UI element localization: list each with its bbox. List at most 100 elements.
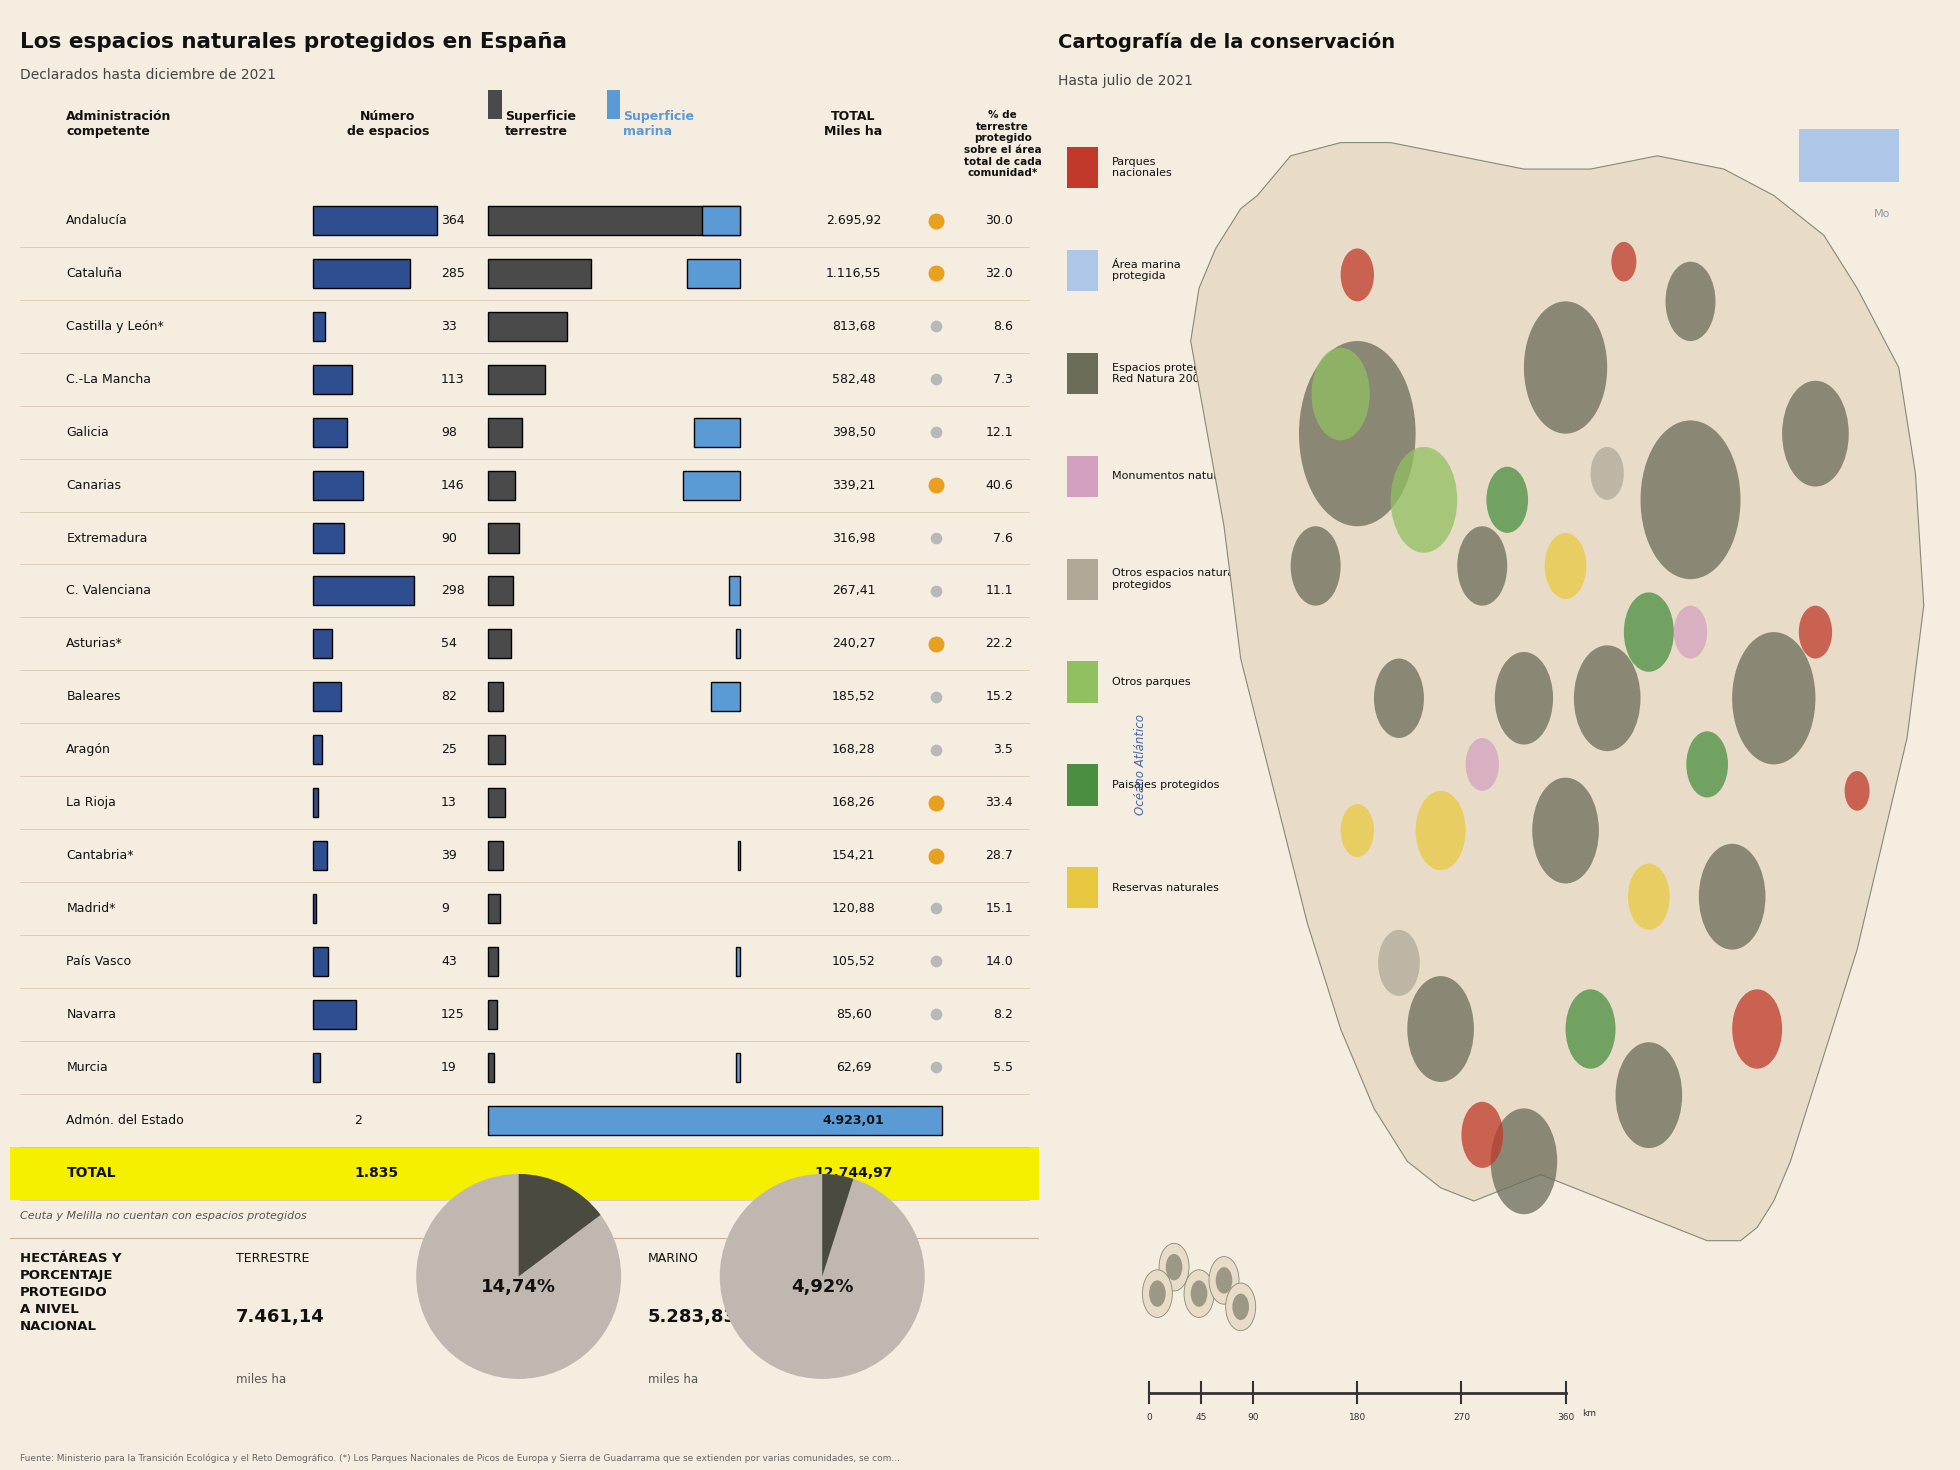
Circle shape bbox=[1378, 929, 1419, 997]
Text: 33: 33 bbox=[441, 320, 457, 332]
FancyBboxPatch shape bbox=[10, 723, 1039, 776]
Text: Asturias*: Asturias* bbox=[67, 638, 123, 650]
Point bbox=[921, 844, 953, 867]
FancyBboxPatch shape bbox=[488, 417, 521, 447]
Circle shape bbox=[1733, 989, 1782, 1069]
Point bbox=[921, 1003, 953, 1026]
Text: Baleares: Baleares bbox=[67, 691, 122, 703]
Circle shape bbox=[1225, 1283, 1256, 1330]
FancyBboxPatch shape bbox=[488, 788, 504, 817]
Text: Océano Atlántico: Océano Atlántico bbox=[1135, 714, 1147, 814]
Text: Parques
nacionales: Parques nacionales bbox=[1111, 157, 1172, 178]
Wedge shape bbox=[519, 1175, 600, 1276]
FancyBboxPatch shape bbox=[488, 629, 512, 659]
Text: C. Valenciana: C. Valenciana bbox=[67, 585, 151, 597]
FancyBboxPatch shape bbox=[488, 576, 514, 606]
FancyBboxPatch shape bbox=[1066, 764, 1098, 806]
Text: Paisajes protegidos: Paisajes protegidos bbox=[1111, 781, 1219, 789]
FancyBboxPatch shape bbox=[10, 617, 1039, 670]
FancyBboxPatch shape bbox=[608, 90, 619, 119]
Circle shape bbox=[1299, 341, 1415, 526]
Point bbox=[921, 579, 953, 603]
Circle shape bbox=[1782, 381, 1848, 487]
FancyBboxPatch shape bbox=[10, 406, 1039, 459]
Circle shape bbox=[1566, 989, 1615, 1069]
FancyBboxPatch shape bbox=[488, 947, 498, 976]
Circle shape bbox=[1192, 1280, 1207, 1307]
Circle shape bbox=[1699, 844, 1766, 950]
FancyBboxPatch shape bbox=[1066, 867, 1098, 908]
Circle shape bbox=[1143, 1270, 1172, 1317]
Text: 62,69: 62,69 bbox=[835, 1061, 872, 1073]
Point bbox=[921, 262, 953, 285]
Circle shape bbox=[1611, 241, 1637, 282]
FancyBboxPatch shape bbox=[314, 735, 321, 764]
Point bbox=[921, 632, 953, 656]
Circle shape bbox=[1149, 1280, 1166, 1307]
FancyBboxPatch shape bbox=[314, 947, 327, 976]
FancyBboxPatch shape bbox=[10, 1041, 1039, 1094]
Text: 12.1: 12.1 bbox=[986, 426, 1013, 438]
FancyBboxPatch shape bbox=[10, 776, 1039, 829]
Text: 3.5: 3.5 bbox=[994, 744, 1013, 756]
Text: 39: 39 bbox=[441, 850, 457, 861]
Point bbox=[921, 473, 953, 497]
Text: 11.1: 11.1 bbox=[986, 585, 1013, 597]
FancyBboxPatch shape bbox=[1799, 129, 1899, 182]
Text: 285: 285 bbox=[441, 268, 465, 279]
Text: 45: 45 bbox=[1196, 1413, 1207, 1421]
FancyBboxPatch shape bbox=[10, 512, 1039, 564]
Text: Fuente: Ministerio para la Transición Ecológica y el Reto Demográfico. (*) Los P: Fuente: Ministerio para la Transición Ec… bbox=[20, 1454, 900, 1463]
Text: 14.0: 14.0 bbox=[986, 956, 1013, 967]
FancyBboxPatch shape bbox=[488, 841, 504, 870]
Text: Cartografía de la conservación: Cartografía de la conservación bbox=[1058, 32, 1396, 53]
Text: 15.2: 15.2 bbox=[986, 691, 1013, 703]
Text: 28.7: 28.7 bbox=[986, 850, 1013, 861]
Text: Administración
competente: Administración competente bbox=[67, 110, 172, 138]
Point bbox=[921, 950, 953, 973]
FancyBboxPatch shape bbox=[488, 1000, 496, 1029]
FancyBboxPatch shape bbox=[314, 1053, 319, 1082]
Text: 398,50: 398,50 bbox=[831, 426, 876, 438]
Point bbox=[921, 897, 953, 920]
Text: C.-La Mancha: C.-La Mancha bbox=[67, 373, 151, 385]
Text: 8.6: 8.6 bbox=[994, 320, 1013, 332]
FancyBboxPatch shape bbox=[1066, 456, 1098, 497]
FancyBboxPatch shape bbox=[488, 894, 500, 923]
FancyBboxPatch shape bbox=[10, 459, 1039, 512]
FancyBboxPatch shape bbox=[10, 564, 1039, 617]
Text: Otros espacios naturales
protegidos: Otros espacios naturales protegidos bbox=[1111, 569, 1250, 589]
Text: 113: 113 bbox=[441, 373, 465, 385]
Text: 25: 25 bbox=[441, 744, 457, 756]
Text: 40.6: 40.6 bbox=[986, 479, 1013, 491]
FancyBboxPatch shape bbox=[314, 629, 331, 659]
FancyBboxPatch shape bbox=[10, 935, 1039, 988]
Text: Aragón: Aragón bbox=[67, 744, 112, 756]
Point bbox=[921, 420, 953, 444]
Text: 7.461,14: 7.461,14 bbox=[237, 1308, 325, 1326]
Point bbox=[921, 526, 953, 550]
Text: Otros parques: Otros parques bbox=[1111, 678, 1190, 686]
Text: Área marina
protegida: Área marina protegida bbox=[1111, 260, 1180, 281]
Text: Murcia: Murcia bbox=[67, 1061, 108, 1073]
Circle shape bbox=[1733, 632, 1815, 764]
Text: miles ha: miles ha bbox=[647, 1373, 698, 1386]
Text: 98: 98 bbox=[441, 426, 457, 438]
FancyBboxPatch shape bbox=[735, 1053, 741, 1082]
Text: TOTAL: TOTAL bbox=[67, 1166, 116, 1180]
Text: 19: 19 bbox=[441, 1061, 457, 1073]
FancyBboxPatch shape bbox=[10, 247, 1039, 300]
Text: 22.2: 22.2 bbox=[986, 638, 1013, 650]
FancyBboxPatch shape bbox=[1066, 250, 1098, 291]
FancyBboxPatch shape bbox=[314, 470, 363, 500]
Text: 146: 146 bbox=[441, 479, 465, 491]
Circle shape bbox=[1415, 791, 1466, 870]
Text: Extremadura: Extremadura bbox=[67, 532, 147, 544]
Text: 9: 9 bbox=[441, 903, 449, 914]
Circle shape bbox=[1686, 731, 1729, 797]
FancyBboxPatch shape bbox=[488, 365, 545, 394]
Text: TERRESTRE: TERRESTRE bbox=[237, 1252, 310, 1266]
FancyBboxPatch shape bbox=[694, 417, 741, 447]
FancyBboxPatch shape bbox=[10, 829, 1039, 882]
FancyBboxPatch shape bbox=[688, 259, 741, 288]
